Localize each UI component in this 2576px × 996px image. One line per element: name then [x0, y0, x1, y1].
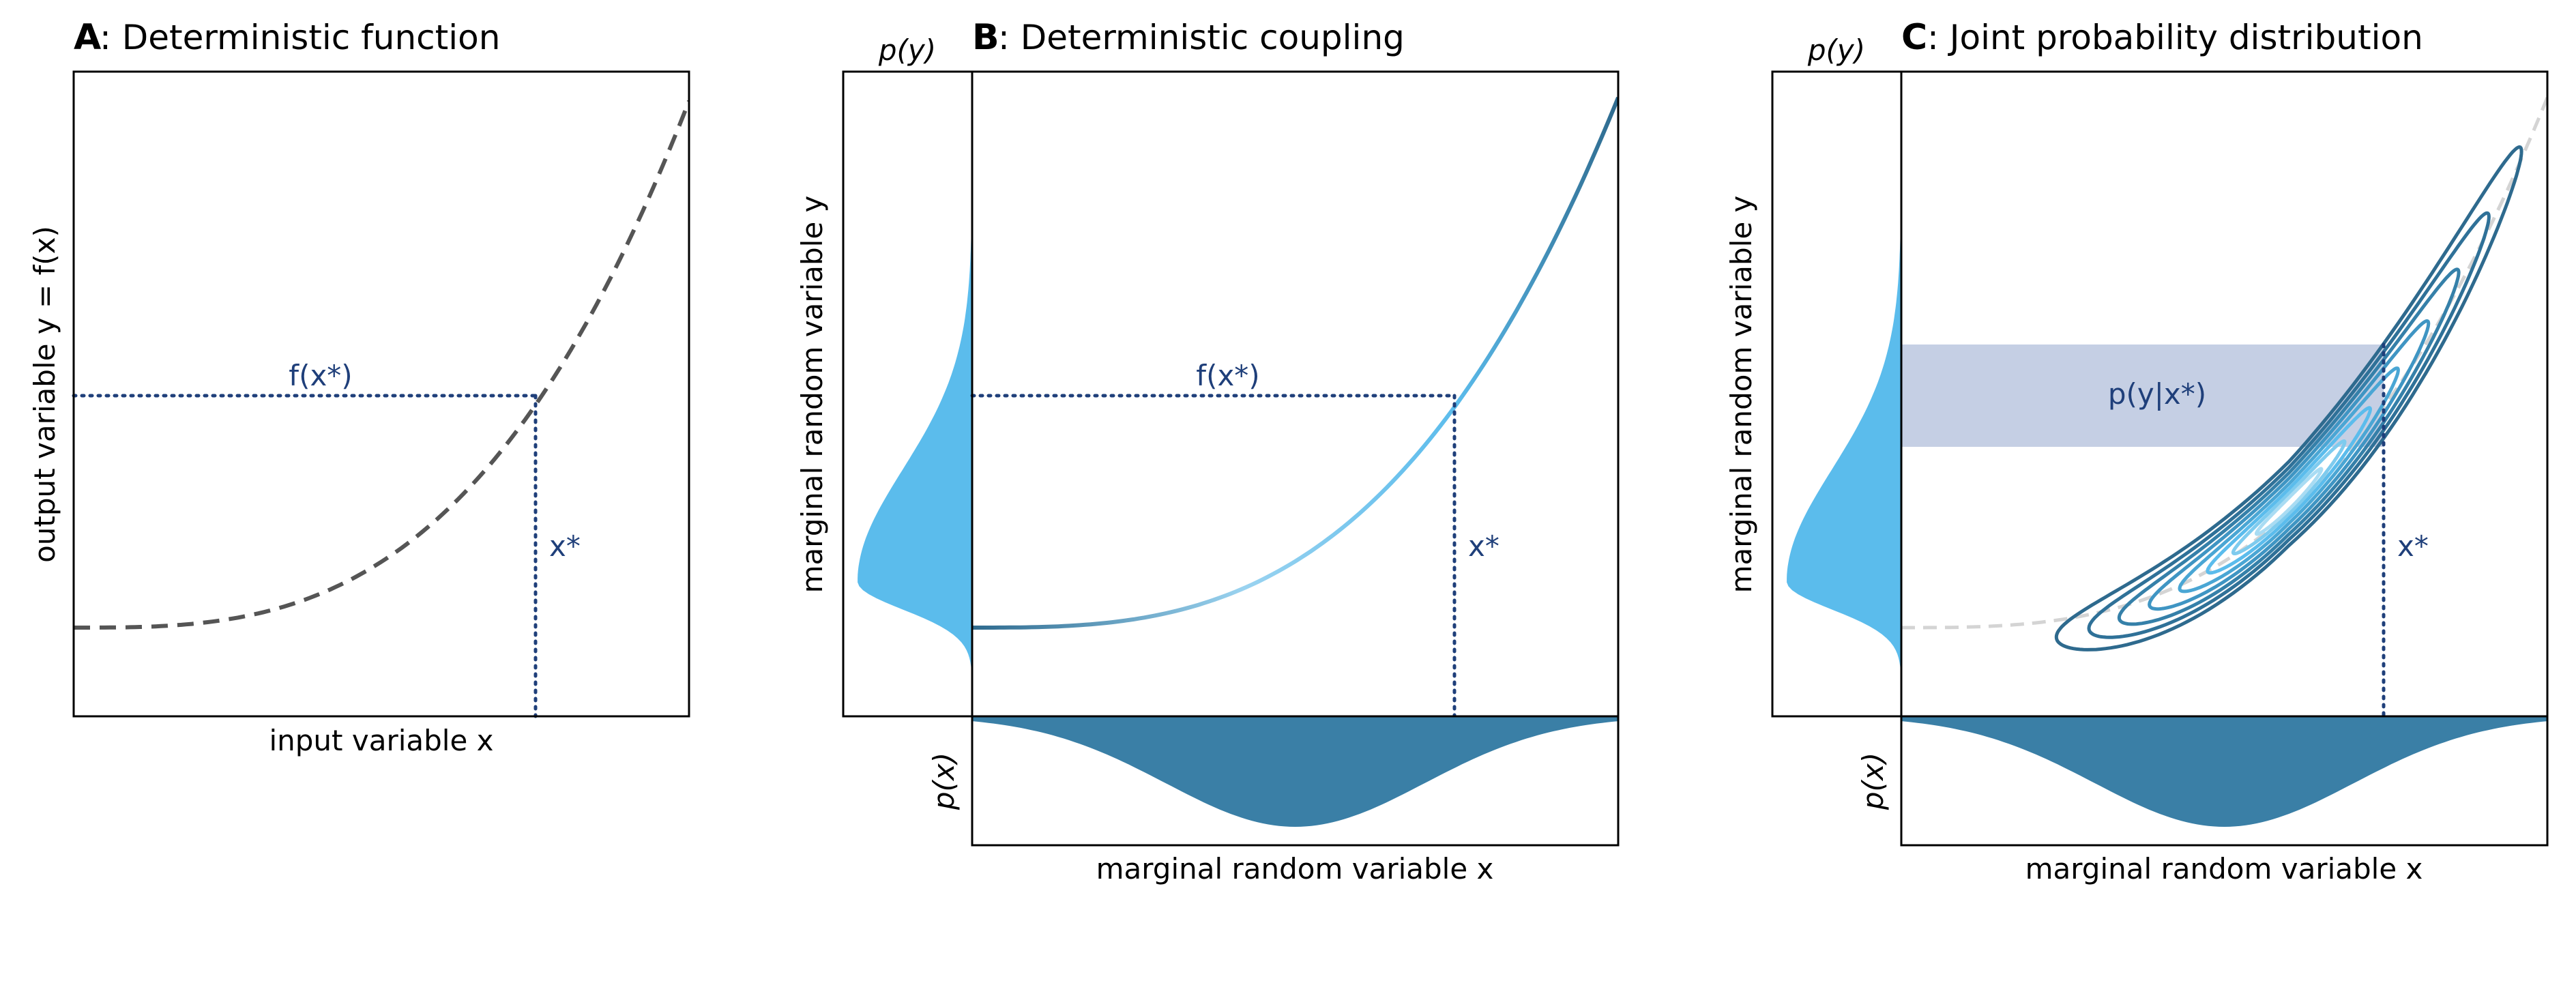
panel-c: C : Joint probability distribution p(y) …: [1725, 17, 2549, 885]
contour-level-7: [2231, 439, 2347, 555]
panel-b-coupling-curve: [972, 96, 1618, 630]
panel-b-py-label: p(y): [878, 33, 936, 67]
panel-c-title: : Joint probability distribution: [1927, 18, 2423, 57]
contour-level-5: [2178, 366, 2400, 594]
contour-level-2: [2087, 211, 2491, 639]
panel-a: A : Deterministic function f(x*) x* inpu…: [28, 17, 690, 757]
panel-c-conditional-band: [1901, 345, 2384, 447]
panel-b-marginal-x: [972, 716, 1618, 827]
contour-level-6: [2206, 406, 2373, 575]
contour-level-4: [2148, 319, 2431, 611]
panel-c-xstar-label: x*: [2397, 529, 2429, 563]
contour-level-8: [2255, 467, 2324, 536]
contour-level-3: [2117, 267, 2461, 626]
panel-b-title: : Deterministic coupling: [998, 18, 1405, 57]
panel-c-ylabel: marginal random variable y: [1725, 196, 1758, 594]
panel-c-conditional-label: p(y|x*): [2108, 377, 2206, 411]
panel-b-axes: [971, 70, 1620, 718]
panel-c-marginal-y: [1787, 123, 1901, 682]
panel-a-xlabel: input variable x: [269, 724, 493, 757]
panel-c-contours: [2054, 145, 2523, 651]
panel-b-letter: B: [972, 17, 999, 58]
panel-a-function-curve: [74, 100, 689, 630]
panel-c-marginal-x: [1901, 716, 2547, 827]
panel-b-xlabel: marginal random variable x: [1096, 852, 1494, 885]
panel-b-fx-label: f(x*): [1196, 359, 1259, 392]
panel-b-marginal-x-axes: [971, 715, 1620, 847]
panel-c-marginal-x-axes: [1900, 715, 2549, 847]
panel-b-ylabel: marginal random variable y: [795, 196, 829, 594]
panel-a-title: : Deterministic function: [100, 18, 500, 57]
panel-b-marginal-y: [858, 123, 972, 682]
panel-a-letter: A: [74, 17, 101, 58]
panel-a-axes: [72, 70, 690, 718]
panel-b-px-label: p(x): [927, 752, 961, 810]
contour-level-1: [2054, 145, 2523, 651]
panel-c-py-label: p(y): [1807, 33, 1865, 67]
panel-c-letter: C: [1901, 17, 1927, 58]
panel-b: B : Deterministic coupling p(y) f(x*) x*…: [795, 17, 1620, 885]
panel-c-xlabel: marginal random variable x: [2025, 852, 2423, 885]
panel-a-fx-label: f(x*): [289, 359, 352, 392]
panel-a-ylabel: output variable y = f(x): [28, 226, 61, 563]
panel-c-px-label: p(x): [1856, 752, 1890, 810]
panel-a-xstar-label: x*: [549, 529, 581, 563]
panel-b-xstar-label: x*: [1468, 529, 1499, 563]
